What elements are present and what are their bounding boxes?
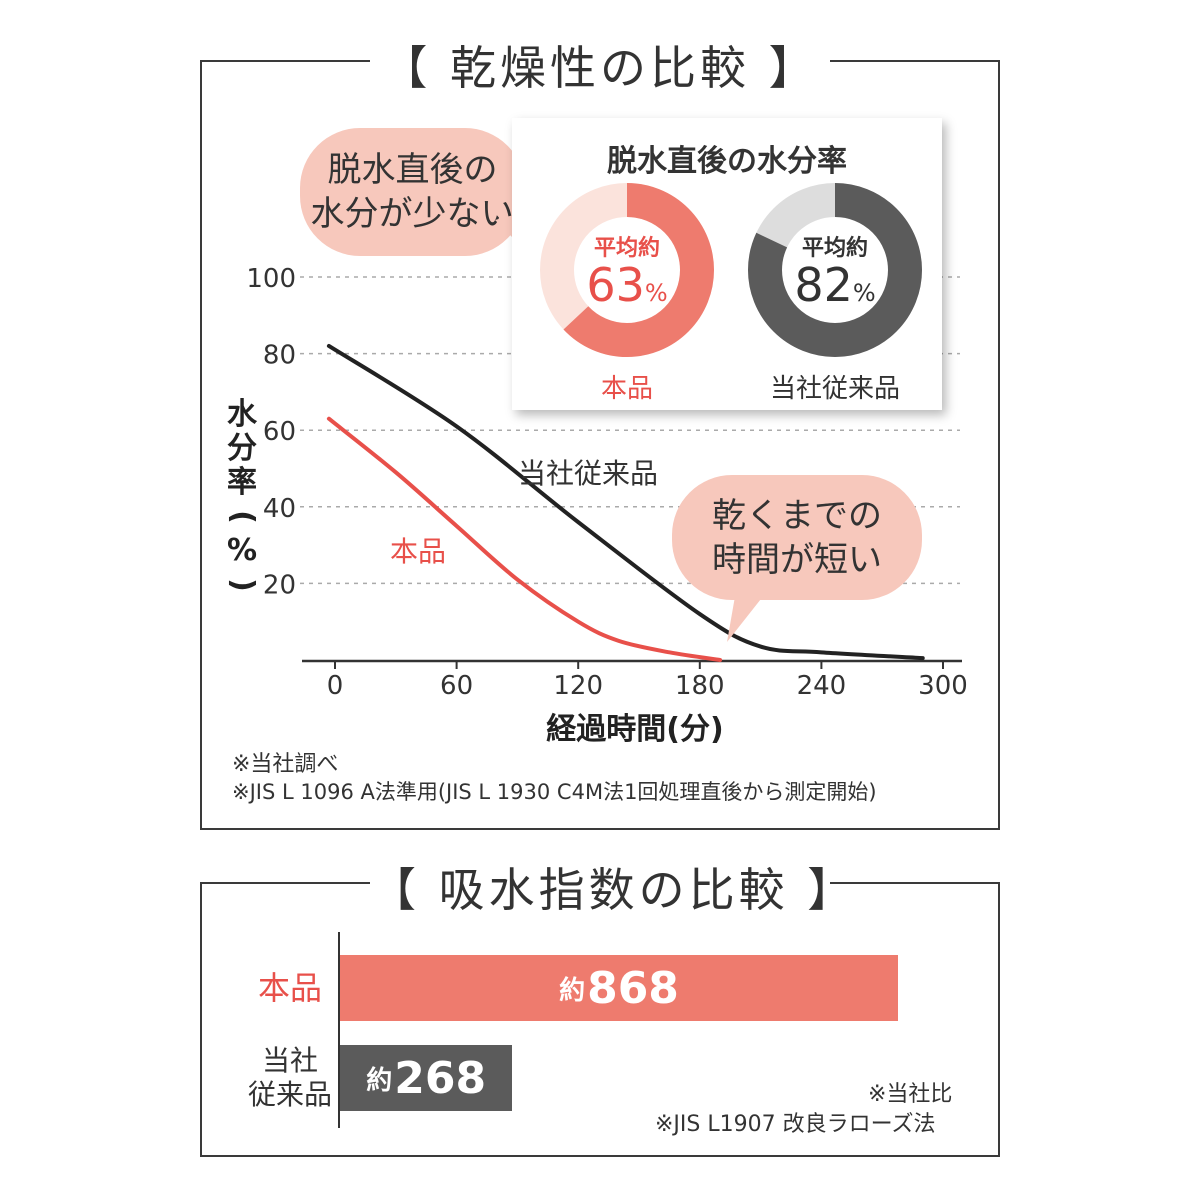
- y-axis-label-char: 率: [227, 465, 257, 500]
- frame-top-line: [200, 882, 370, 884]
- y-tick-label: 80: [263, 341, 296, 371]
- donut-conventional-label: 当社従来品: [769, 374, 900, 404]
- x-tick-label: 300: [918, 671, 968, 701]
- bubble-tail: [727, 585, 772, 642]
- donut-product-value: 63%: [537, 258, 717, 312]
- series-line-conventional: [326, 343, 925, 661]
- bar-category-product: 本品: [235, 971, 345, 1005]
- bar-conventional: 約 268: [340, 1045, 513, 1111]
- series-line-product: [326, 416, 723, 662]
- bar-product: 約 868: [340, 955, 898, 1021]
- donut-product-label: 本品: [600, 374, 653, 404]
- donut-conventional-prefix: 平均約: [801, 236, 868, 261]
- donut-value-arc: [748, 183, 922, 357]
- x-tick-label: 0: [327, 671, 344, 701]
- bubble-line: 水分が少ない: [310, 194, 515, 234]
- donut-product-number: 63: [586, 258, 645, 312]
- series-label-product: 本品: [390, 535, 447, 568]
- footnote-absorption-standard: ※JIS L1907 改良ラローズ法: [655, 1112, 936, 1137]
- frame-top-line: [200, 60, 370, 62]
- bar-value-prefix: 約: [559, 975, 586, 1006]
- donut-value-arc: [540, 183, 714, 357]
- y-tick-label: 20: [263, 570, 296, 600]
- frame-top-line: [830, 60, 1000, 62]
- y-axis-label-char: 分: [227, 431, 257, 466]
- bubble-line: 乾くまでの: [712, 495, 882, 536]
- y-tick-label: 40: [263, 494, 296, 524]
- bar-category-line: 当社: [261, 1044, 318, 1077]
- bubble-line: 脱水直後の: [327, 150, 498, 190]
- bar-category-line: 本品: [257, 969, 322, 1007]
- donut-conventional: [748, 183, 922, 357]
- x-axis-label: 経過時間(分): [546, 712, 724, 747]
- moisture-inset-card: 脱水直後の水分率 平均約 63% 本品 平均約 82% 当社従来品: [512, 118, 942, 410]
- bubble-line: 時間が短い: [712, 539, 882, 580]
- y-axis-label-text: 水分率 (%): [222, 398, 262, 602]
- donut-conventional-number: 82: [794, 258, 853, 312]
- series-label-conventional: 当社従来品: [518, 457, 659, 490]
- x-tick-label: 60: [440, 671, 473, 701]
- drying-section-frame: [200, 60, 1000, 830]
- frame-top-line: [830, 882, 1000, 884]
- y-tick-label: 60: [263, 417, 296, 447]
- absorption-section-frame: [200, 882, 1000, 1157]
- percent-sign: %: [852, 279, 876, 307]
- speech-bubble-low-moisture: 脱水直後の 水分が少ない: [300, 128, 525, 256]
- donut-product: [540, 183, 714, 357]
- footnote-survey: ※当社調べ: [232, 752, 339, 777]
- percent-sign: %: [644, 279, 668, 307]
- inset-title: 脱水直後の水分率: [607, 144, 847, 179]
- y-axis-label-char: 水: [227, 397, 257, 432]
- bar-value-label: 868: [587, 962, 679, 1014]
- speech-bubble-short-drying: 乾くまでの 時間が短い: [672, 475, 922, 600]
- bar-category-conventional: 当社 従来品: [235, 1044, 345, 1112]
- y-axis-label: 水分率 (%): [222, 398, 262, 602]
- donut-product-prefix: 平均約: [593, 236, 660, 261]
- bar-value-label: 268: [394, 1052, 487, 1104]
- absorption-section-title: 【 吸水指数の比較 】: [370, 863, 858, 917]
- y-axis-label-char: (: [225, 510, 260, 524]
- y-tick-label: 100: [246, 264, 296, 294]
- footnote-standard: ※JIS L 1096 A法準用(JIS L 1930 C4M法1回処理直後から…: [232, 780, 877, 804]
- bar-category-line: 従来品: [247, 1078, 332, 1111]
- x-tick-label: 240: [797, 671, 847, 701]
- drying-section-title: 【 乾燥性の比較 】: [381, 41, 819, 95]
- donut-conventional-value: 82%: [745, 258, 925, 312]
- y-axis-label-char: %: [226, 533, 258, 568]
- y-axis-label-char: ): [225, 578, 260, 592]
- x-tick-label: 180: [675, 671, 725, 701]
- bar-value-prefix: 約: [366, 1065, 393, 1096]
- x-tick-label: 120: [553, 671, 603, 701]
- footnote-company-ratio: ※当社比: [868, 1082, 953, 1107]
- bar-axis-line: [338, 932, 340, 1128]
